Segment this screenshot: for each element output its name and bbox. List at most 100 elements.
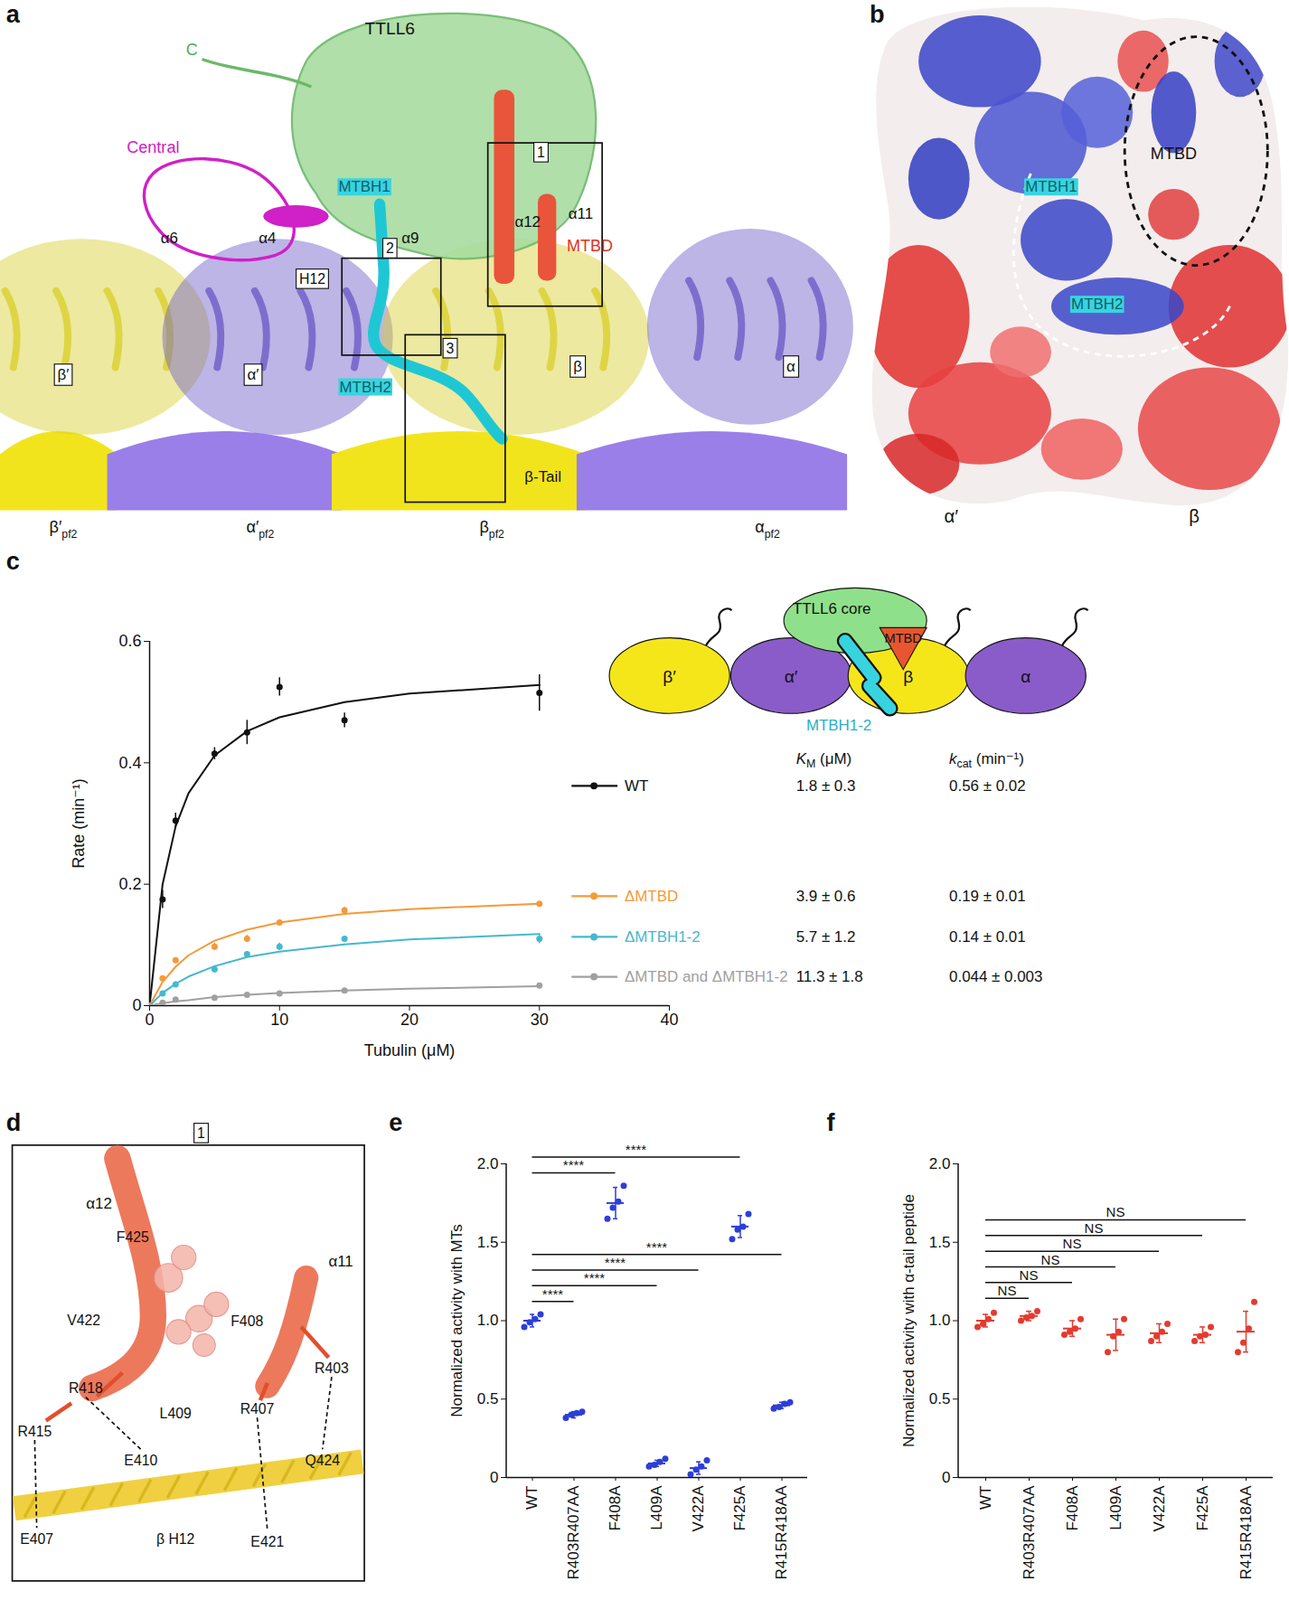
svg-text:WT: WT xyxy=(523,1486,541,1510)
svg-text:0.2: 0.2 xyxy=(118,875,142,894)
svg-text:0.6: 0.6 xyxy=(118,631,142,650)
svg-text:c: c xyxy=(6,546,20,575)
svg-text:β′pf2: β′pf2 xyxy=(49,517,78,540)
svg-text:R407: R407 xyxy=(240,1401,275,1417)
svg-text:2.0: 2.0 xyxy=(477,1155,499,1173)
svg-text:F408A: F408A xyxy=(606,1485,624,1532)
svg-text:α′: α′ xyxy=(247,366,260,384)
svg-text:α9: α9 xyxy=(401,229,419,247)
svg-text:Normalized activity with MTs: Normalized activity with MTs xyxy=(448,1223,466,1418)
svg-text:0: 0 xyxy=(131,996,142,1015)
svg-text:e: e xyxy=(388,1108,403,1137)
svg-text:KM (μM): KM (μM) xyxy=(796,750,852,772)
svg-text:****: **** xyxy=(646,1239,669,1255)
svg-text:0.14 ± 0.01: 0.14 ± 0.01 xyxy=(949,928,1026,946)
svg-text:20: 20 xyxy=(400,1010,419,1029)
svg-text:0.56 ± 0.02: 0.56 ± 0.02 xyxy=(949,777,1026,795)
svg-text:L409: L409 xyxy=(159,1405,192,1421)
svg-text:3: 3 xyxy=(446,340,455,357)
svg-text:V422A: V422A xyxy=(689,1485,707,1533)
svg-text:0: 0 xyxy=(144,1010,154,1029)
svg-text:Rate (min⁻¹): Rate (min⁻¹) xyxy=(69,778,88,869)
svg-text:0.044 ± 0.003: 0.044 ± 0.003 xyxy=(949,968,1043,986)
svg-text:30: 30 xyxy=(530,1010,549,1029)
svg-text:α′pf2: α′pf2 xyxy=(245,517,274,540)
svg-text:NS: NS xyxy=(1063,1235,1083,1252)
svg-text:F425A: F425A xyxy=(731,1485,749,1532)
svg-text:α′: α′ xyxy=(944,506,960,527)
svg-text:MTBD: MTBD xyxy=(1150,144,1197,163)
svg-text:NS: NS xyxy=(1106,1204,1126,1220)
svg-text:0.19 ± 0.01: 0.19 ± 0.01 xyxy=(949,887,1026,905)
svg-text:0.4: 0.4 xyxy=(118,753,142,772)
svg-text:1.8 ± 0.3: 1.8 ± 0.3 xyxy=(796,777,857,795)
svg-text:R415R418AA: R415R418AA xyxy=(1237,1485,1255,1581)
svg-text:α11: α11 xyxy=(568,205,593,223)
svg-text:F425A: F425A xyxy=(1194,1485,1212,1532)
svg-text:NS: NS xyxy=(1019,1267,1039,1283)
svg-text:α′: α′ xyxy=(784,667,799,687)
svg-text:V422A: V422A xyxy=(1150,1485,1168,1533)
svg-text:0.5: 0.5 xyxy=(477,1390,499,1408)
svg-text:E407: E407 xyxy=(19,1531,54,1547)
svg-text:F425: F425 xyxy=(116,1229,150,1245)
svg-text:C: C xyxy=(186,40,198,59)
svg-text:β: β xyxy=(1188,506,1200,527)
svg-text:β-Tail: β-Tail xyxy=(524,468,562,486)
svg-text:E421: E421 xyxy=(250,1533,284,1550)
svg-text:kcat (min⁻¹): kcat (min⁻¹) xyxy=(949,750,1025,772)
svg-text:2: 2 xyxy=(385,240,395,256)
svg-text:0: 0 xyxy=(489,1468,499,1487)
svg-text:NS: NS xyxy=(1084,1220,1104,1236)
svg-text:0: 0 xyxy=(941,1468,951,1487)
svg-text:Normalized activity with α-tai: Normalized activity with α-tail peptide xyxy=(900,1194,918,1448)
svg-text:NS: NS xyxy=(997,1282,1017,1299)
svg-text:10: 10 xyxy=(270,1010,289,1029)
svg-text:****: **** xyxy=(625,1141,648,1158)
svg-text:****: **** xyxy=(604,1254,627,1271)
svg-text:WT: WT xyxy=(977,1486,995,1510)
svg-text:α12: α12 xyxy=(85,1194,113,1213)
svg-text:L409A: L409A xyxy=(648,1485,666,1531)
svg-text:MTBH2: MTBH2 xyxy=(339,378,392,396)
svg-text:WT: WT xyxy=(624,777,649,795)
svg-text:R415: R415 xyxy=(18,1423,53,1440)
svg-text:β: β xyxy=(573,357,583,376)
svg-text:MTBH1-2: MTBH1-2 xyxy=(806,716,872,734)
svg-text:α: α xyxy=(786,357,796,376)
svg-text:E410: E410 xyxy=(123,1452,158,1468)
svg-text:αpf2: αpf2 xyxy=(754,517,781,540)
svg-text:1: 1 xyxy=(197,1125,206,1141)
svg-text:α12: α12 xyxy=(514,213,541,231)
svg-text:3.9 ± 0.6: 3.9 ± 0.6 xyxy=(796,887,857,905)
svg-text:1.0: 1.0 xyxy=(929,1311,951,1329)
svg-text:R403: R403 xyxy=(314,1360,349,1376)
svg-text:Central: Central xyxy=(126,138,179,157)
svg-text:α: α xyxy=(1020,667,1031,687)
svg-text:MTBD: MTBD xyxy=(884,630,923,646)
svg-text:5.7 ± 1.2: 5.7 ± 1.2 xyxy=(796,928,857,946)
svg-text:1.5: 1.5 xyxy=(477,1233,499,1252)
svg-text:2.0: 2.0 xyxy=(929,1155,951,1173)
svg-text:β′: β′ xyxy=(662,667,677,687)
svg-text:L409A: L409A xyxy=(1107,1485,1125,1531)
svg-text:α6: α6 xyxy=(160,229,179,247)
svg-text:β H12: β H12 xyxy=(156,1531,195,1547)
svg-text:MTBH2: MTBH2 xyxy=(1071,295,1123,313)
svg-text:TTLL6 core: TTLL6 core xyxy=(792,600,872,618)
svg-text:f: f xyxy=(827,1108,837,1137)
svg-text:F408: F408 xyxy=(230,1313,264,1329)
svg-text:MTBH1: MTBH1 xyxy=(1025,178,1077,196)
svg-text:b: b xyxy=(869,0,885,29)
svg-text:Tubulin (μM): Tubulin (μM) xyxy=(364,1041,456,1060)
svg-text:d: d xyxy=(6,1108,22,1137)
svg-text:H12: H12 xyxy=(299,271,326,287)
svg-text:1.0: 1.0 xyxy=(477,1311,499,1329)
svg-text:****: **** xyxy=(542,1286,565,1302)
svg-text:R418: R418 xyxy=(68,1380,104,1396)
svg-text:V422: V422 xyxy=(66,1312,101,1328)
svg-text:F408A: F408A xyxy=(1063,1485,1082,1532)
svg-text:MTBD: MTBD xyxy=(566,236,613,255)
svg-text:Q424: Q424 xyxy=(304,1452,340,1468)
svg-text:40: 40 xyxy=(659,1010,678,1029)
